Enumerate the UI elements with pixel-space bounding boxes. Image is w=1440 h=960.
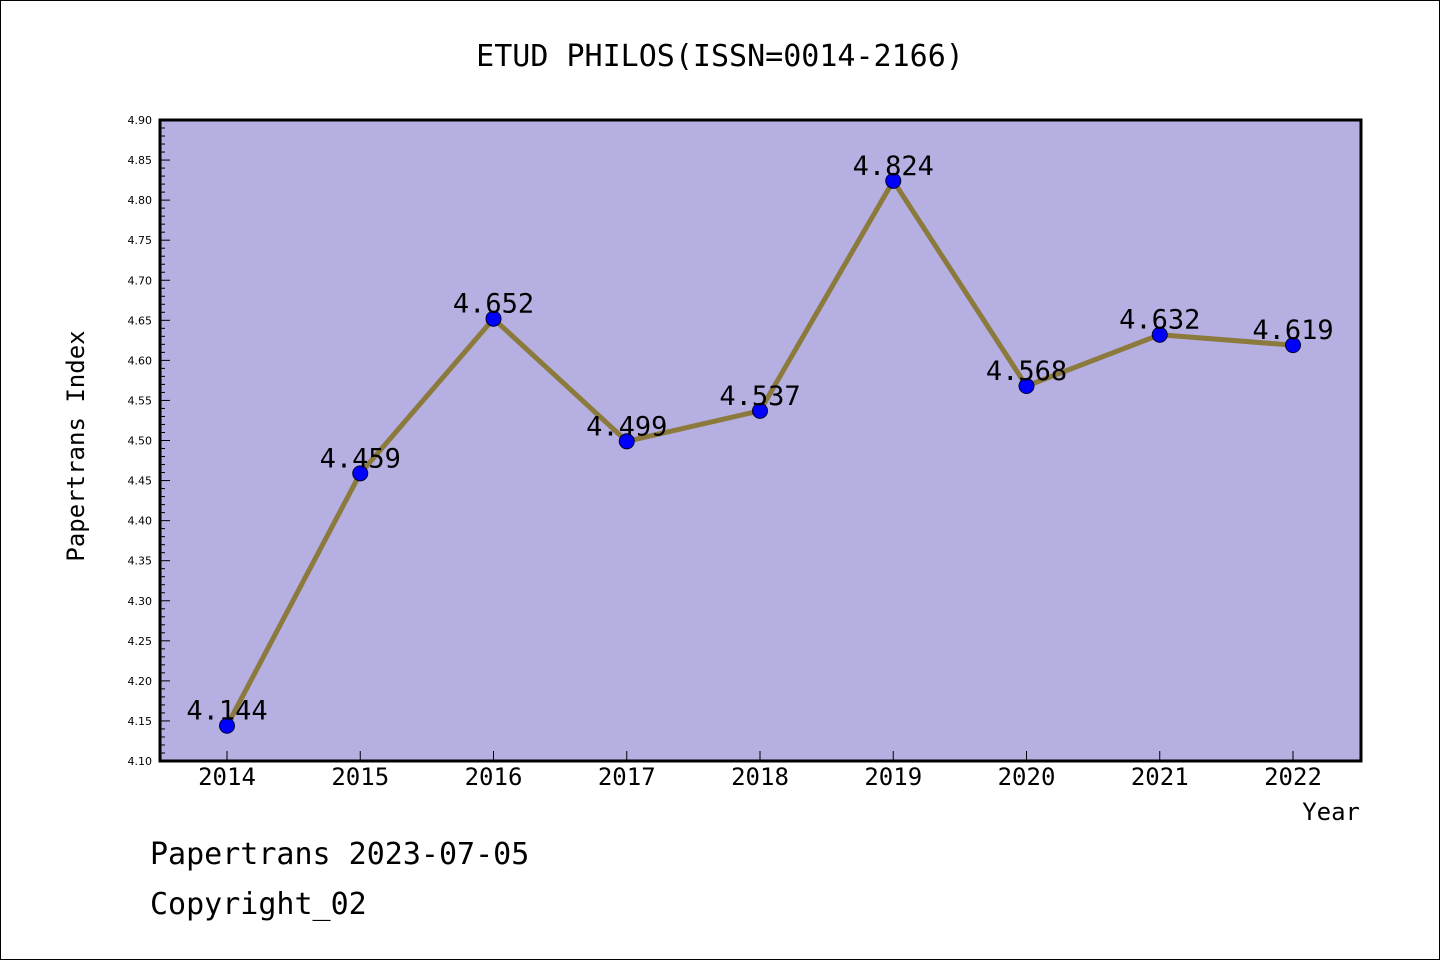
y-tick-label: 4.60 [128,354,153,367]
x-tick-label: 2018 [731,763,789,791]
data-point [219,717,235,734]
footer-date-line: Papertrans 2023-07-05 [150,837,529,872]
y-tick-label: 4.20 [128,675,153,688]
data-point [618,433,635,450]
y-tick-label: 4.75 [128,234,153,247]
data-point [485,310,502,327]
data-label: 4.459 [320,443,401,474]
x-tick-label: 2014 [198,763,256,791]
x-tick-label: 2021 [1131,763,1189,791]
y-tick-label: 4.80 [128,194,153,207]
x-tick-label: 2019 [864,763,922,791]
data-point [1285,337,1301,354]
y-tick-label: 4.15 [128,715,153,728]
y-tick-label: 4.10 [128,755,153,768]
y-tick-label: 4.45 [128,475,153,488]
footer-copyright: Copyright_02 [150,887,367,922]
y-axis: 4.10 4.15 4.20 4.25 4.30 4.35 4.40 4.45 4.50 4.55… [128,114,170,768]
y-tick-label: 4.90 [128,114,153,127]
x-tick-label: 2015 [331,763,389,791]
data-point [885,172,902,189]
y-tick-label: 4.50 [128,435,153,448]
data-label: 4.568 [986,356,1067,387]
y-tick-label: 4.65 [128,314,153,327]
x-tick-label: 2020 [998,763,1056,791]
data-label: 4.537 [719,381,800,412]
y-tick-label: 4.25 [128,635,153,648]
data-point [752,402,768,419]
y-tick-label: 4.70 [128,274,153,287]
data-label: 4.824 [853,151,934,182]
y-tick-label: 4.35 [128,555,153,568]
plot-area [158,118,1363,763]
data-points-group [219,172,1301,734]
x-tick-label: 2017 [598,763,656,791]
y-tick-label: 4.85 [128,154,153,167]
y-tick-label: 4.40 [128,515,153,528]
chart-title: ETUD PHILOS(ISSN=0014-2166) [476,39,964,74]
data-labels-group: 4.144 4.459 4.652 4.499 4.537 4.824 4.568 4.632… [186,151,1333,727]
data-label: 4.144 [186,696,267,727]
data-label: 4.499 [586,411,667,442]
data-label: 4.632 [1119,305,1200,336]
y-tick-label: 4.55 [128,394,153,407]
data-label: 4.619 [1252,315,1333,346]
y-tick-label: 4.30 [128,595,153,608]
x-axis-label: Year [1302,798,1360,826]
x-tick-label: 2022 [1264,763,1322,791]
data-point [1151,326,1168,343]
x-tick-label: 2016 [465,763,523,791]
data-point [1018,378,1035,395]
data-point [352,465,369,482]
data-label: 4.652 [453,289,534,320]
x-axis: 2014 2015 2016 2017 2018 2019 2020 2021 2022 [198,751,1322,791]
y-axis-label: Papertrans Index [62,330,90,561]
